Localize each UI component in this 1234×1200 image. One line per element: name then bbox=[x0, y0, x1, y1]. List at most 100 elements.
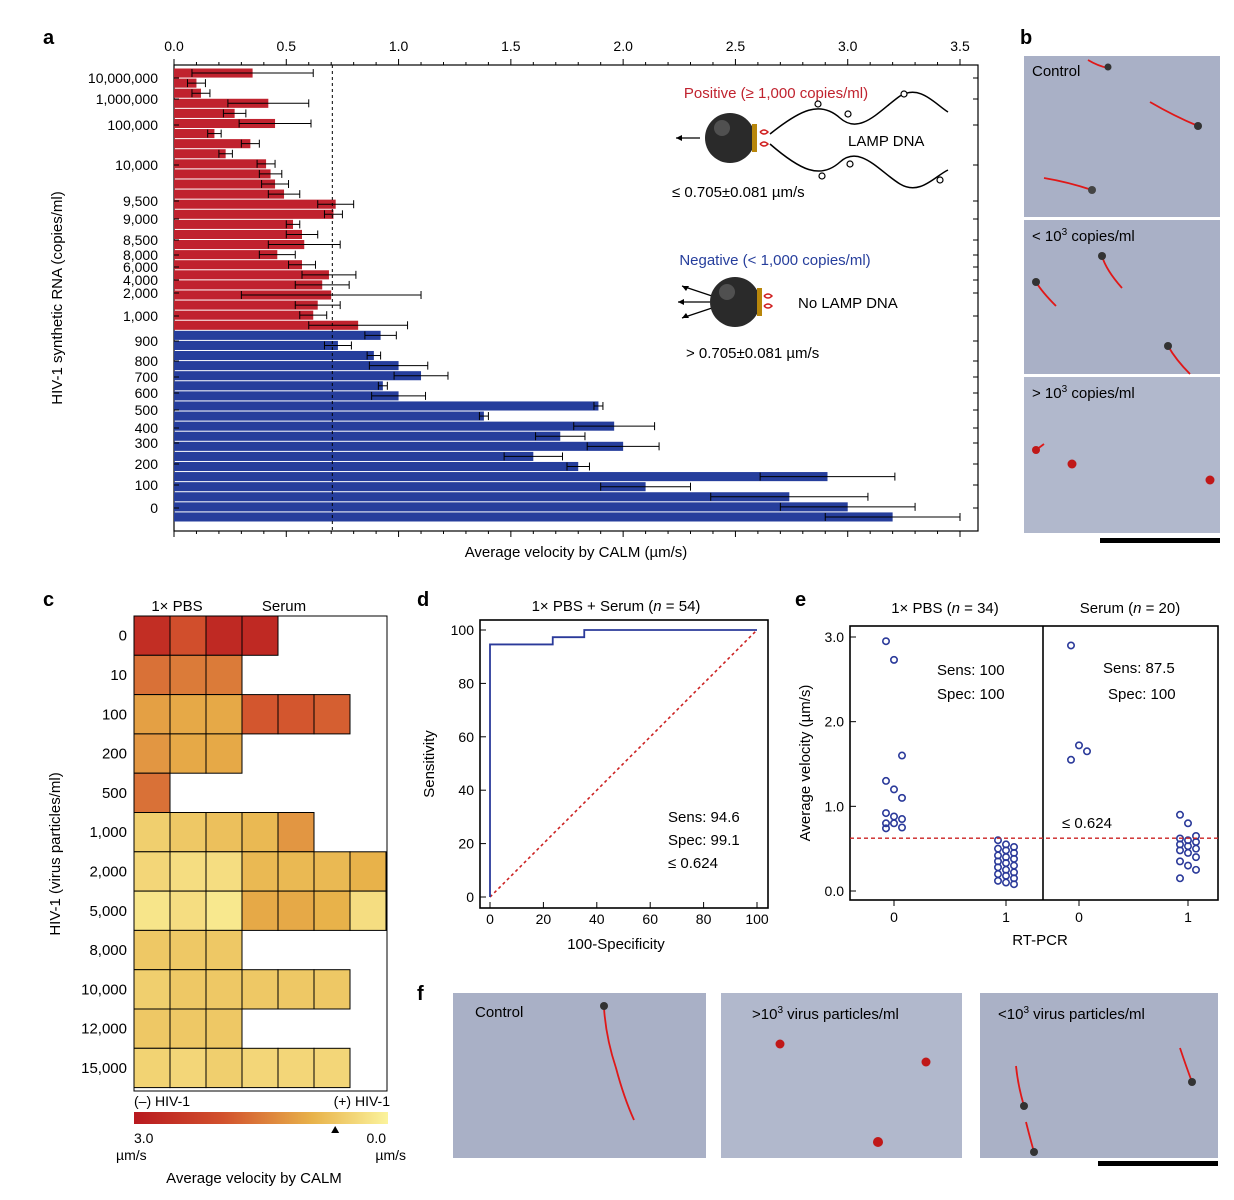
micrograph-f-label-above: >103 virus particles/ml bbox=[752, 1005, 899, 1023]
heatmap-cell-pbs bbox=[133, 772, 171, 814]
bar-negative bbox=[174, 391, 399, 401]
roc-y-tick-label: 40 bbox=[458, 782, 474, 798]
roc-y-tick-label: 100 bbox=[451, 622, 475, 638]
micrograph-label-control: Control bbox=[1032, 63, 1080, 80]
roc-frame bbox=[479, 619, 769, 909]
label-unit: copies/ml bbox=[1067, 385, 1135, 402]
scatter-point bbox=[1192, 853, 1201, 862]
panel-b-micrographs: Control < 103 copies/ml > 103 copies/ml bbox=[1024, 56, 1220, 543]
bar-negative bbox=[174, 451, 534, 461]
scatter-threshold-label: ≤ 0.624 bbox=[1062, 815, 1112, 832]
y-tick-label: 600 bbox=[135, 385, 159, 401]
heatmap-cell-serum bbox=[277, 694, 315, 735]
bar-positive bbox=[174, 250, 278, 260]
arrow-head-icon bbox=[676, 135, 682, 141]
bar-negative bbox=[174, 340, 338, 350]
bar-negative bbox=[174, 431, 561, 441]
heatmap-cell-serum bbox=[277, 890, 315, 931]
scatter-point bbox=[1176, 857, 1185, 866]
label-exponent: 3 bbox=[1062, 384, 1068, 395]
bar-positive bbox=[174, 280, 323, 290]
panel-letter-e: e bbox=[795, 589, 806, 611]
heatmap-row-label: 10,000 bbox=[81, 981, 127, 998]
scatter-point bbox=[993, 870, 1002, 879]
bar-positive bbox=[174, 209, 334, 219]
track-trace bbox=[1149, 101, 1199, 127]
bar-negative bbox=[174, 371, 422, 381]
micrograph-above-threshold bbox=[1024, 377, 1220, 533]
scatter-point bbox=[897, 815, 906, 824]
panel-letter-a: a bbox=[43, 27, 55, 49]
heatmap-cell-serum bbox=[277, 812, 315, 853]
y-tick-label: 10,000 bbox=[115, 157, 158, 173]
micrograph-f-label-control: Control bbox=[475, 1004, 523, 1021]
scatter-point bbox=[1009, 861, 1018, 870]
heatmap-cell-pbs bbox=[205, 694, 243, 735]
roc-sens: Sens: 94.6 bbox=[668, 809, 740, 826]
bar-negative bbox=[174, 421, 615, 431]
roc-y-tick-label: 80 bbox=[458, 675, 474, 691]
roc-y-tick-label: 0 bbox=[466, 889, 474, 905]
scatter-point bbox=[881, 637, 890, 646]
heatmap-cell-pbs bbox=[169, 890, 207, 931]
y-tick-label: 0 bbox=[150, 500, 158, 516]
roc-cutoff: ≤ 0.624 bbox=[668, 855, 718, 872]
scatter-x-tick-label: 1 bbox=[1002, 909, 1010, 925]
roc-title: 1× PBS + Serum (n = 54) bbox=[532, 598, 701, 615]
scatter-point bbox=[889, 819, 898, 828]
track-trace bbox=[603, 1007, 635, 1121]
micrograph-f-below bbox=[980, 993, 1218, 1158]
bar-negative bbox=[174, 441, 624, 451]
heatmap-cell-pbs bbox=[169, 929, 207, 971]
scatter-spec-pbs: Spec: 100 bbox=[937, 686, 1005, 703]
roc-x-label: 100-Specificity bbox=[567, 936, 665, 953]
heatmap-cell-pbs bbox=[133, 694, 171, 735]
heatmap-cell-pbs bbox=[169, 969, 207, 1010]
heatmap-cell-pbs bbox=[205, 733, 243, 774]
heatmap-cell-serum bbox=[241, 615, 279, 656]
roc-y-label: Sensitivity bbox=[421, 730, 438, 798]
roc-x-tick-label: 100 bbox=[745, 911, 769, 927]
bar-positive bbox=[174, 310, 314, 320]
heatmap-row-label: 200 bbox=[102, 746, 127, 763]
heatmap-cell-pbs bbox=[205, 890, 243, 931]
heatmap-row-label: 10 bbox=[110, 667, 127, 684]
heatmap-cell-pbs bbox=[169, 654, 207, 696]
scatter-point bbox=[993, 836, 1002, 845]
y-tick-label: 6,000 bbox=[123, 259, 158, 275]
panel-letter-d: d bbox=[417, 589, 429, 611]
scatter-title-serum: Serum (n = 20) bbox=[1080, 600, 1180, 617]
scatter-point bbox=[1075, 741, 1084, 750]
scatter-spec-serum: Spec: 100 bbox=[1108, 686, 1176, 703]
roc-x-tick-label: 80 bbox=[696, 911, 712, 927]
y-tick-label: 10,000,000 bbox=[88, 70, 158, 86]
heatmap-row-label: 8,000 bbox=[89, 942, 127, 959]
scatter-point bbox=[1009, 880, 1018, 889]
label-exponent: 3 bbox=[1023, 1005, 1029, 1016]
scatter-point bbox=[993, 844, 1002, 853]
panel-a-y-ticks: 10,000,000 1,000,000 100,000 10,000 9,500 9,0… bbox=[88, 70, 978, 516]
colorbar-left-note: (–) HIV-1 bbox=[134, 1093, 190, 1109]
heatmap-cell-pbs bbox=[205, 1008, 243, 1049]
colorbar-marker-icon bbox=[331, 1126, 340, 1133]
bead-highlight-negative bbox=[719, 284, 735, 300]
positive-title: Positive (≥ 1,000 copies/ml) bbox=[684, 85, 868, 102]
x-tick-label: 3.0 bbox=[838, 38, 858, 54]
y-tick-label: 500 bbox=[135, 402, 159, 418]
scatter-x-tick-label: 1 bbox=[1184, 909, 1192, 925]
bar-positive bbox=[174, 118, 276, 129]
heatmap-cell-pbs bbox=[169, 1047, 207, 1089]
panel-letter-b: b bbox=[1020, 27, 1032, 49]
heatmap-cells bbox=[133, 615, 387, 1089]
y-tick-label: 700 bbox=[135, 369, 159, 385]
scatter-point bbox=[1192, 865, 1201, 874]
label-prefix: < 10 bbox=[1032, 228, 1062, 245]
beads-f bbox=[600, 1002, 1196, 1156]
roc-x-tick-label: 60 bbox=[642, 911, 658, 927]
heatmap-cell-serum bbox=[313, 851, 351, 892]
heatmap-row-labels: 0 10 100 200 500 1,000 2,000 5,000 8,000 10,000 12… bbox=[81, 628, 127, 1077]
micrograph-f-control bbox=[453, 993, 706, 1158]
bar-positive bbox=[174, 260, 303, 270]
scatter-point bbox=[1083, 747, 1092, 756]
